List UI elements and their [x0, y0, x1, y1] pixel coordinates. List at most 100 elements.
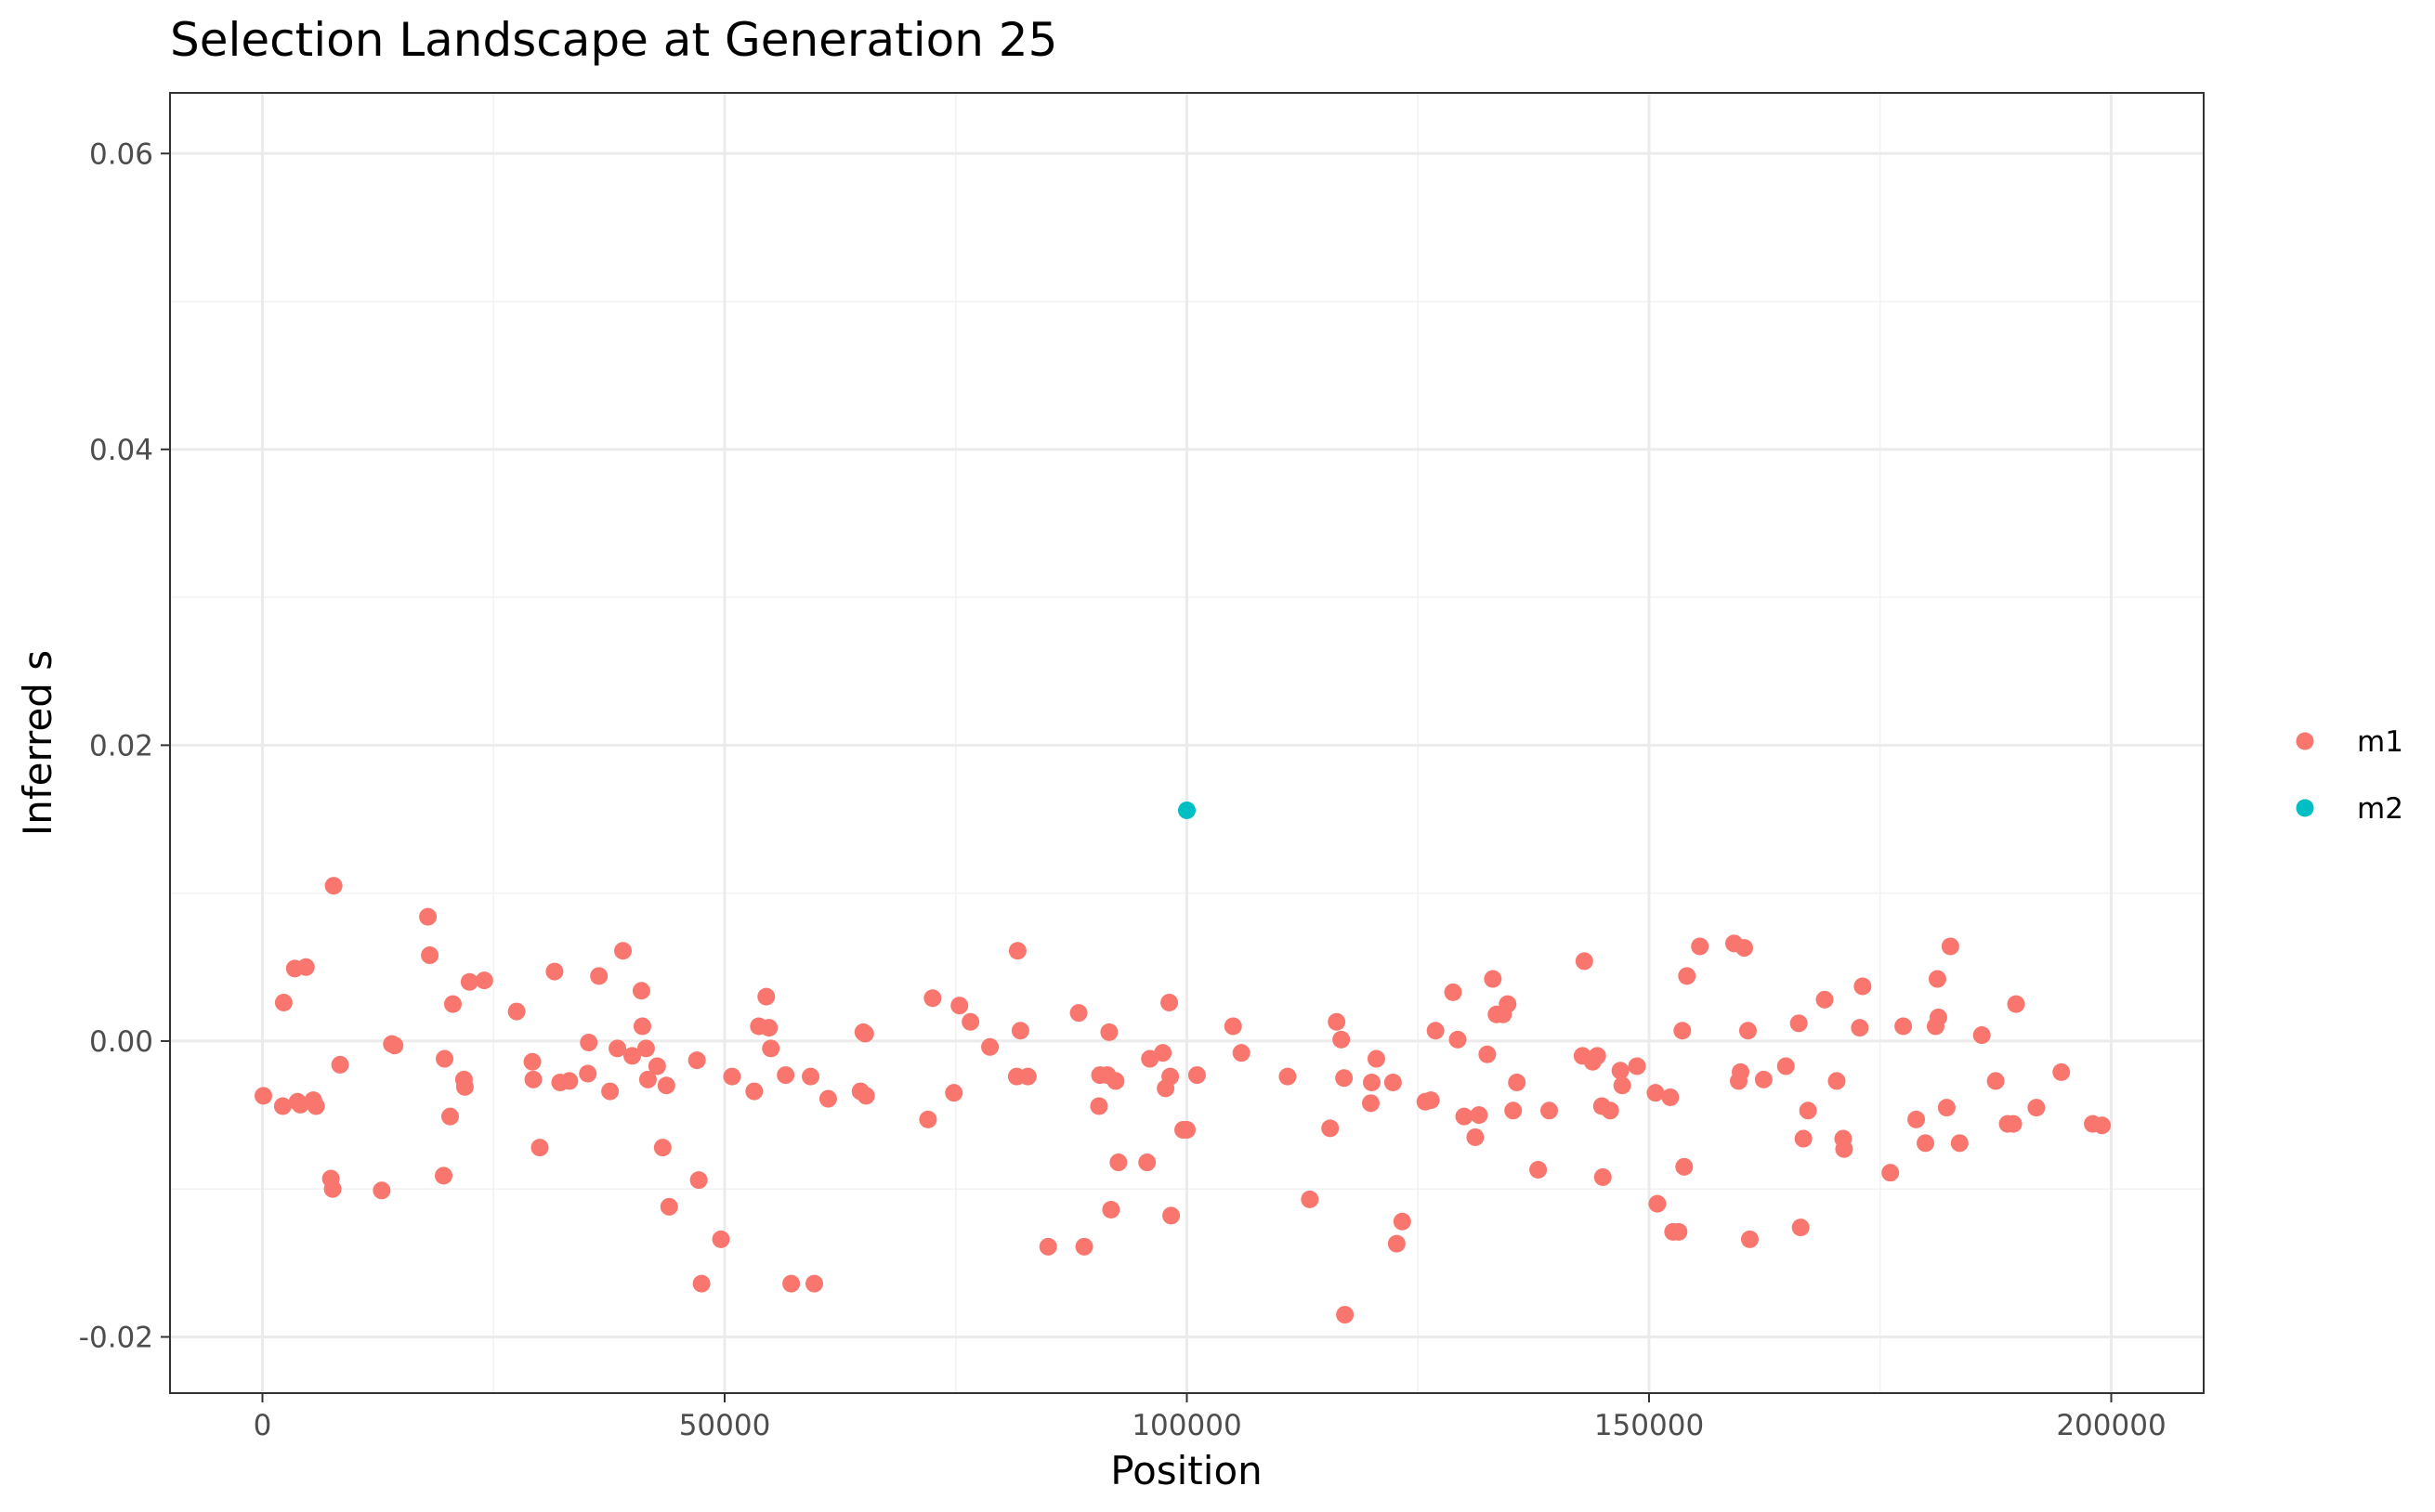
data-point-m1 — [1362, 1094, 1381, 1113]
data-point-m1 — [1754, 1070, 1773, 1088]
data-point-m1 — [689, 1171, 708, 1190]
data-point-m1 — [1301, 1190, 1319, 1208]
data-point-m1 — [1466, 1127, 1485, 1146]
data-point-m1 — [274, 994, 293, 1012]
data-point-m1 — [580, 1034, 598, 1052]
data-point-m1 — [1470, 1106, 1488, 1125]
data-point-m1 — [2093, 1116, 2112, 1135]
data-point-m1 — [386, 1036, 404, 1055]
x-tick-label: 200000 — [2056, 1409, 2166, 1442]
data-point-m1 — [2027, 1099, 2046, 1117]
data-point-m1 — [1613, 1076, 1631, 1095]
data-point-m1 — [1669, 1222, 1688, 1241]
data-point-m1 — [723, 1067, 741, 1086]
data-point-m1 — [1907, 1110, 1926, 1128]
data-point-m1 — [373, 1181, 391, 1200]
data-point-m1 — [614, 942, 633, 960]
data-point-m1 — [1937, 1099, 1956, 1117]
data-point-m1 — [1444, 983, 1462, 1001]
data-point-m1 — [632, 982, 650, 1000]
y-tick-label: 0.04 — [89, 434, 153, 467]
data-point-m1 — [1928, 970, 1946, 988]
data-point-m1 — [805, 1274, 824, 1293]
data-point-m1 — [1224, 1017, 1242, 1036]
data-point-m1 — [923, 989, 942, 1008]
data-point-m1 — [757, 987, 776, 1006]
data-point-m1 — [1478, 1045, 1497, 1063]
data-point-m1 — [1611, 1062, 1630, 1080]
data-point-m1 — [1540, 1101, 1559, 1120]
data-point-m1 — [1776, 1057, 1795, 1075]
data-point-m1 — [254, 1087, 272, 1105]
data-point-m1 — [1986, 1072, 2005, 1090]
data-point-m1 — [455, 1077, 474, 1096]
data-point-m1 — [745, 1082, 764, 1101]
x-tick-label: 100000 — [1132, 1409, 1241, 1442]
data-point-m1 — [802, 1067, 820, 1086]
data-point-m1 — [1941, 937, 1959, 956]
data-point-m1 — [1675, 1157, 1694, 1176]
data-point-m1 — [1187, 1066, 1206, 1085]
data-point-m1 — [1162, 1206, 1181, 1225]
data-point-m1 — [1529, 1160, 1548, 1179]
data-point-m1 — [1363, 1074, 1381, 1092]
data-point-m1 — [436, 1049, 454, 1068]
data-point-m1 — [324, 877, 343, 895]
legend: m1 m2 — [2296, 725, 2403, 826]
data-point-m1 — [762, 1039, 780, 1058]
data-point-m1 — [1950, 1134, 1969, 1153]
data-point-m1 — [419, 907, 438, 926]
data-point-m1 — [945, 1084, 963, 1102]
legend-key-m2 — [2296, 799, 2314, 817]
data-point-m1 — [1593, 1167, 1612, 1186]
data-point-m1 — [1455, 1107, 1473, 1126]
data-point-m1 — [1161, 1067, 1180, 1086]
data-point-m1 — [530, 1139, 549, 1157]
data-point-m1 — [1154, 1044, 1172, 1062]
data-point-m1 — [660, 1197, 678, 1216]
data-point-m1 — [1732, 1062, 1750, 1081]
data-point-m1 — [296, 958, 315, 976]
x-tick-label: 50000 — [679, 1409, 771, 1442]
data-point-m1 — [1336, 1306, 1355, 1324]
data-point-m1 — [633, 1017, 651, 1036]
data-point-m1 — [818, 1089, 837, 1108]
data-point-m1 — [1628, 1057, 1646, 1075]
data-point-m1 — [1851, 1019, 1869, 1037]
data-point-m1 — [435, 1167, 453, 1185]
data-point-m1 — [777, 1066, 795, 1085]
data-point-m1 — [638, 1070, 657, 1088]
data-point-m1 — [1109, 1154, 1128, 1172]
data-point-m1 — [1827, 1072, 1846, 1090]
axis-ticks: 0 50000 100000 150000 200000 -0.02 0.00 0.02 0.0… — [79, 137, 2167, 1442]
data-point-m1 — [1929, 1008, 1947, 1026]
data-point-m1 — [440, 1107, 459, 1126]
data-point-m1 — [1601, 1101, 1619, 1120]
data-point-m1 — [692, 1274, 711, 1293]
data-point-m1 — [1039, 1237, 1057, 1256]
data-point-m1 — [1383, 1074, 1402, 1092]
data-point-m1 — [782, 1274, 801, 1293]
data-point-m1 — [443, 995, 462, 1013]
data-point-m1 — [1160, 994, 1179, 1012]
data-point-m1 — [1738, 1022, 1757, 1040]
data-point-m1 — [1835, 1140, 1853, 1158]
data-point-m2 — [1178, 801, 1196, 819]
data-point-m1 — [962, 1012, 980, 1031]
data-point-m1 — [1791, 1219, 1810, 1237]
data-point-m1 — [460, 972, 478, 991]
data-point-m1 — [1894, 1017, 1913, 1036]
data-point-m1 — [609, 1039, 627, 1058]
data-point-m1 — [1090, 1097, 1108, 1115]
data-point-m1 — [1106, 1072, 1125, 1090]
y-tick-label: 0.06 — [89, 137, 153, 171]
legend-key-m1 — [2296, 732, 2314, 750]
data-point-m1 — [1508, 1074, 1526, 1092]
data-point-m1 — [981, 1037, 1000, 1056]
data-point-m1 — [760, 1019, 779, 1037]
data-point-m1 — [919, 1110, 937, 1128]
chart-title: Selection Landscape at Generation 25 — [170, 13, 1057, 67]
data-point-m1 — [856, 1024, 874, 1043]
